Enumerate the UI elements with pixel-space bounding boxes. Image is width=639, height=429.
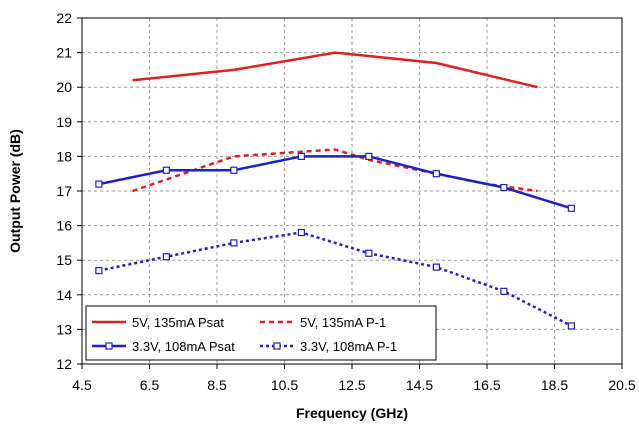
legend-box [85, 305, 437, 361]
series-group [95, 51, 575, 330]
data-point [567, 204, 575, 212]
y-tick-label: 17 [56, 183, 72, 199]
y-tick-label: 21 [56, 45, 72, 61]
y-tick-label: 22 [56, 10, 72, 26]
data-point [297, 152, 305, 160]
series-line-2 [98, 155, 572, 210]
data-point [500, 287, 508, 295]
x-tick-label: 16.5 [473, 377, 500, 393]
data-point [230, 239, 238, 247]
x-tick-label: 14.5 [406, 377, 433, 393]
legend-marker [273, 342, 281, 350]
data-point [567, 322, 575, 330]
x-tick-label: 18.5 [541, 377, 568, 393]
x-tick-label: 12.5 [338, 377, 365, 393]
legend-label: 5V, 135mA Psat [132, 315, 224, 330]
data-point [162, 253, 170, 261]
x-tick-labels: 4.5 6.5 8.5 10.5 12.5 14.5 16.5 18.5 20.5 [72, 377, 636, 393]
x-axis-title: Frequency (GHz) [296, 405, 408, 421]
y-tick-label: 16 [56, 218, 72, 234]
data-point [162, 166, 170, 174]
axes [77, 17, 623, 369]
plot-frame [81, 17, 623, 365]
data-point [500, 183, 508, 192]
y-tick-labels: 12 13 14 15 16 17 18 19 20 21 22 [56, 10, 72, 372]
legend-label: 5V, 135mA P-1 [300, 315, 386, 330]
x-tick-label: 6.5 [140, 377, 160, 393]
y-tick-label: 13 [56, 321, 72, 337]
y-axis-title: Output Power (dB) [7, 129, 23, 253]
data-point [297, 228, 305, 237]
y-tick-label: 20 [56, 79, 72, 95]
x-tick-label: 4.5 [72, 377, 92, 393]
data-point [365, 249, 373, 257]
data-point [365, 152, 373, 160]
data-point [432, 263, 440, 271]
legend: 5V, 135mA Psat 5V, 135mA P-1 3.3V, 108mA P… [85, 305, 437, 361]
y-tick-label: 12 [56, 356, 72, 372]
data-point [230, 166, 238, 174]
data-point [95, 266, 103, 275]
x-tick-label: 20.5 [608, 377, 635, 393]
y-tick-label: 18 [56, 148, 72, 164]
y-tick-label: 14 [56, 287, 72, 303]
x-tick-label: 8.5 [207, 377, 227, 393]
legend-label: 3.3V, 108mA P-1 [300, 339, 397, 354]
series-line-0 [132, 51, 538, 89]
series-line-1 [132, 148, 538, 193]
series-line-3 [98, 231, 572, 328]
legend-label: 3.3V, 108mA Psat [132, 339, 235, 354]
data-point [95, 180, 103, 188]
x-tick-label: 10.5 [271, 377, 298, 393]
y-tick-label: 15 [56, 252, 72, 268]
legend-marker [105, 342, 113, 350]
data-point [432, 170, 440, 178]
y-tick-label: 19 [56, 114, 72, 130]
